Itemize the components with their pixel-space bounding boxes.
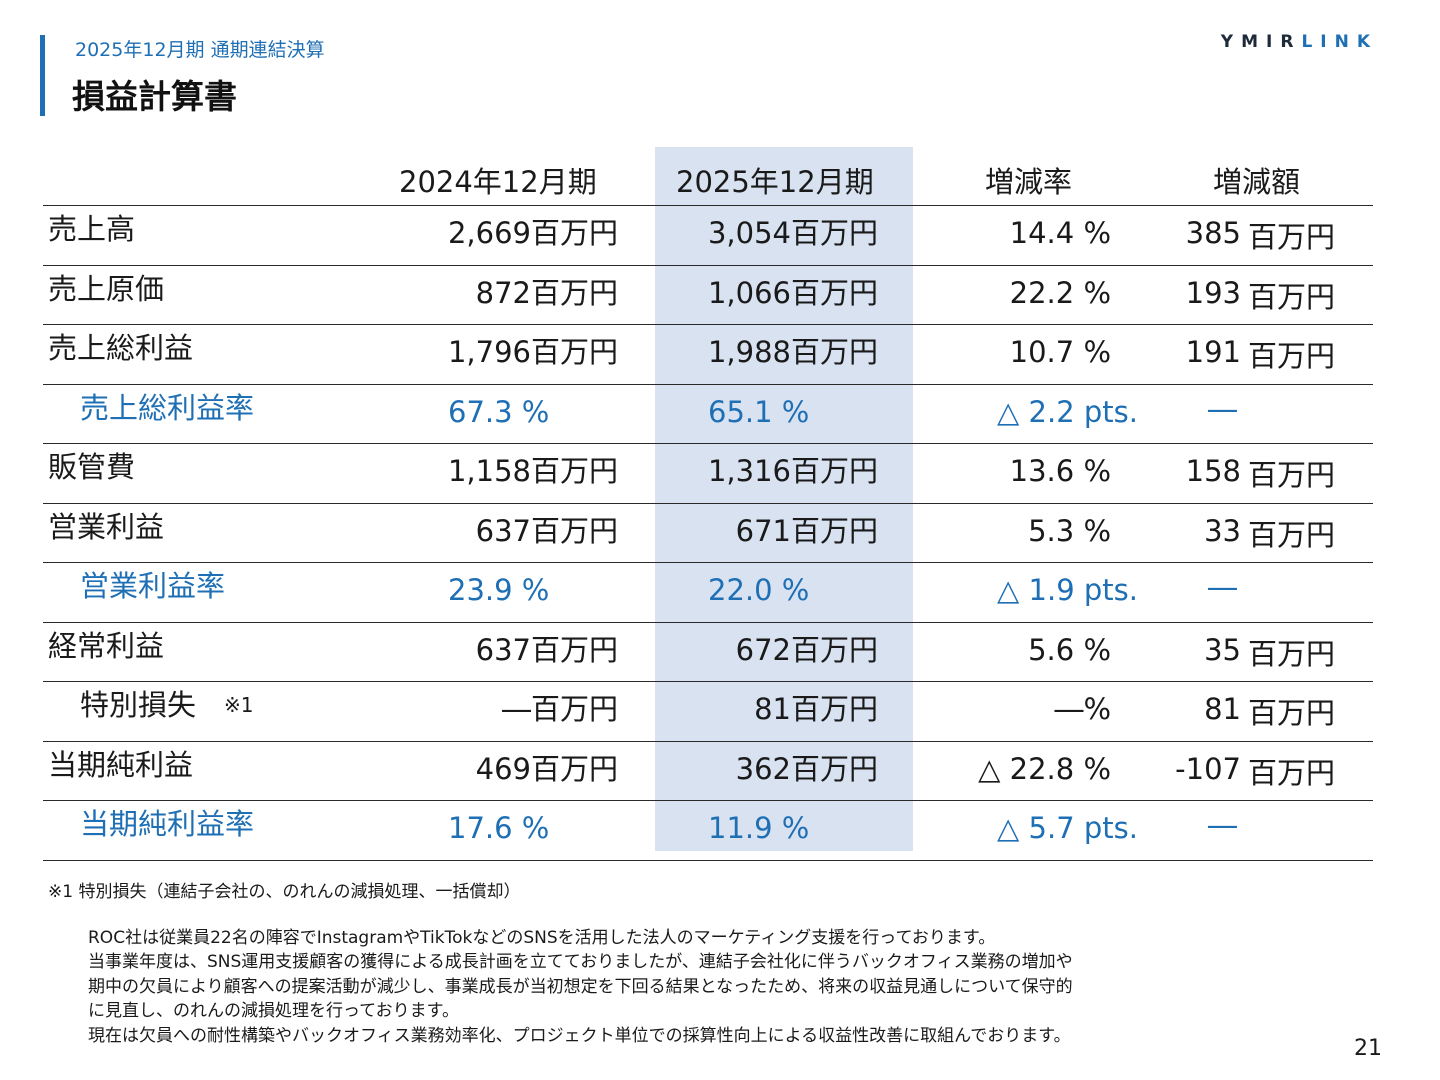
description-line: に見直し、のれんの減損処理を行っております。	[88, 1001, 459, 1022]
change-amount: 33	[1204, 513, 1241, 548]
table-row-gross-margin: 売上総利益率 67.3 % 65.1 % △ 2.2 pts. ―	[43, 383, 1373, 444]
value-2024: 637百万円	[475, 513, 618, 548]
change-amount-unit: 百万円	[1248, 636, 1336, 671]
change-amount-unit: 百万円	[1248, 517, 1336, 552]
table-row-gross-profit: 売上総利益 1,796百万円 1,988百万円 10.7 % 191 百万円	[43, 324, 1373, 384]
value-2025: 672百万円	[735, 632, 878, 667]
table-row-ordinary-profit: 経常利益 637百万円 672百万円 5.6 % 35 百万円	[43, 621, 1373, 682]
table-row-net-margin: 当期純利益率 17.6 % 11.9 % △ 5.7 pts. ―	[43, 800, 1373, 861]
table-row-extraordinary-loss: 特別損失 ※1 ―百万円 81百万円 ―% 81 百万円	[43, 681, 1373, 741]
value-2024: 17.6 %	[448, 811, 550, 845]
page-number: 21	[1354, 1036, 1382, 1061]
row-label: 経常利益	[48, 628, 165, 663]
change-rate: 10.7 %	[1009, 335, 1111, 369]
row-label: 売上総利益率	[80, 390, 255, 425]
change-amount: -107	[1175, 751, 1241, 786]
change-rate: △ 22.8 %	[978, 751, 1111, 786]
value-2025: 22.0 %	[708, 573, 810, 607]
change-rate: △ 5.7 pts.	[997, 811, 1138, 845]
change-amount: 385	[1185, 216, 1241, 250]
value-2024: 67.3 %	[448, 394, 550, 429]
value-2024: 23.9 %	[448, 573, 550, 607]
change-rate: △ 1.9 pts.	[997, 573, 1138, 607]
row-label: 営業利益	[48, 509, 165, 544]
column-header-2024: 2024年12月期	[399, 165, 597, 199]
description-line: 期中の欠員により顧客への提案活動が減少し、事業成長が当初想定を下回る結果となった…	[88, 976, 1073, 997]
value-2024: ―百万円	[501, 692, 618, 726]
change-amount-unit: 百万円	[1248, 220, 1336, 254]
change-amount: 158	[1185, 454, 1241, 488]
current-year-highlight	[655, 147, 913, 851]
value-2025: 81百万円	[754, 692, 878, 726]
change-rate: 5.6 %	[1028, 632, 1111, 667]
value-2024: 872百万円	[475, 275, 618, 310]
slide-subtitle: 2025年12月期 通期連結決算	[75, 39, 325, 61]
column-header-2025: 2025年12月期	[676, 165, 874, 199]
row-label: 売上高	[48, 212, 136, 246]
value-2025: 65.1 %	[708, 394, 810, 429]
value-2025: 11.9 %	[708, 811, 810, 845]
row-label: 販管費	[48, 450, 136, 484]
table-row-sales: 売上高 2,669百万円 3,054百万円 14.4 % 385 百万円	[43, 205, 1373, 265]
column-header-rate: 増減率	[985, 165, 1073, 199]
table-row-sga: 販管費 1,158百万円 1,316百万円 13.6 % 158 百万円	[43, 443, 1373, 503]
value-2025: 1,066百万円	[707, 275, 878, 310]
value-2025: 671百万円	[735, 513, 878, 548]
change-rate: 14.4 %	[1009, 216, 1111, 250]
change-amount: 193	[1185, 275, 1241, 310]
value-2025: 1,988百万円	[707, 335, 878, 369]
change-amount-unit: 百万円	[1248, 279, 1336, 314]
change-amount: 35	[1204, 632, 1241, 667]
row-label: 特別損失 ※1	[80, 688, 254, 722]
row-label: 当期純利益	[48, 747, 194, 782]
description-line: 当事業年度は、SNS運用支援顧客の獲得による成長計画を立てておりましたが、連結子…	[88, 952, 1073, 973]
change-amount-unit: 百万円	[1248, 458, 1336, 492]
slide-title: 損益計算書	[72, 77, 237, 116]
change-amount: ―	[1208, 808, 1237, 842]
change-rate: 5.3 %	[1028, 513, 1111, 548]
description-text: ROC社は従業員22名の陣容でInstagramやTikTokなどのSNSを活用…	[88, 926, 1073, 1048]
table-row-operating-margin: 営業利益率 23.9 % 22.0 % △ 1.9 pts. ―	[43, 562, 1373, 622]
row-label: 当期純利益率	[80, 807, 255, 841]
change-rate: ―%	[1054, 692, 1111, 726]
change-rate: △ 2.2 pts.	[997, 394, 1138, 429]
value-2024: 2,669百万円	[447, 216, 618, 250]
value-2025: 1,316百万円	[707, 454, 878, 488]
change-rate: 13.6 %	[1009, 454, 1111, 488]
title-accent-bar	[40, 35, 45, 116]
change-amount-unit: 百万円	[1248, 696, 1336, 730]
row-label: 売上総利益	[48, 331, 194, 365]
value-2025: 3,054百万円	[707, 216, 878, 250]
table-row-net-income: 当期純利益 469百万円 362百万円 △ 22.8 % -107 百万円	[43, 740, 1373, 801]
logo-part-dark: YMIR	[1220, 32, 1302, 52]
value-2024: 469百万円	[475, 751, 618, 786]
logo-part-blue: LINK	[1301, 32, 1378, 52]
row-label: 売上原価	[48, 271, 165, 306]
column-header-diff: 増減額	[1213, 165, 1301, 199]
footnote: ※1 特別損失（連結子会社の、のれんの減損処理、一括償却）	[48, 882, 521, 902]
change-amount: 191	[1185, 335, 1241, 369]
table-row-cost-of-sales: 売上原価 872百万円 1,066百万円 22.2 % 193 百万円	[43, 264, 1373, 325]
change-amount-unit: 百万円	[1248, 755, 1336, 790]
value-2024: 1,796百万円	[447, 335, 618, 369]
description-line: 現在は欠員への耐性構築やバックオフィス業務効率化、プロジェクト単位での採算性向上…	[88, 1025, 1071, 1046]
value-2024: 1,158百万円	[447, 454, 618, 488]
change-amount: 81	[1204, 692, 1241, 726]
table-header: 2024年12月期 2025年12月期 増減率 増減額	[43, 147, 1373, 205]
row-label: 営業利益率	[80, 569, 226, 603]
footnote-marker: ※1	[224, 693, 254, 717]
value-2024: 637百万円	[475, 632, 618, 667]
change-amount-unit: 百万円	[1248, 339, 1336, 373]
change-amount: ―	[1208, 391, 1237, 426]
change-rate: 22.2 %	[1009, 275, 1111, 310]
table-row-operating-profit: 営業利益 637百万円 671百万円 5.3 % 33 百万円	[43, 502, 1373, 563]
change-amount: ―	[1208, 570, 1237, 604]
value-2025: 362百万円	[735, 751, 878, 786]
income-statement-table: 売上高 2,669百万円 3,054百万円 14.4 % 385 百万円 売上原…	[43, 205, 1373, 861]
description-line: ROC社は従業員22名の陣容でInstagramやTikTokなどのSNSを活用…	[88, 928, 996, 948]
company-logo: YMIRLINK	[1221, 32, 1378, 52]
